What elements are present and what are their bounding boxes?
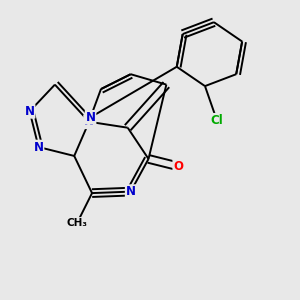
Text: N: N [85,111,96,124]
Text: N: N [34,140,44,154]
Text: CH₃: CH₃ [67,218,88,228]
Text: N: N [84,115,94,128]
Text: N: N [25,105,34,118]
Text: Cl: Cl [211,114,223,127]
Text: N: N [126,185,136,198]
Text: O: O [173,160,183,173]
